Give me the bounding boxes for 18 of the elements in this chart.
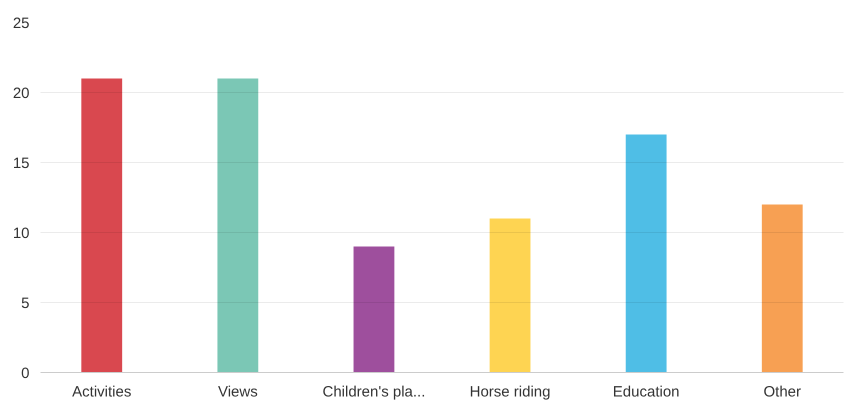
y-tick-label: 20 [12, 85, 30, 102]
x-tick-label: Other [763, 384, 802, 400]
bar [81, 78, 122, 372]
bar [217, 78, 258, 372]
x-tick-label: Children's pla... [322, 384, 426, 400]
x-tick-label: Views [218, 384, 258, 400]
y-tick-label: 5 [21, 295, 30, 312]
bar [762, 204, 803, 372]
x-tick-label: Education [612, 384, 680, 400]
y-tick-label: 25 [12, 15, 30, 32]
y-tick-label: 10 [12, 225, 30, 242]
x-tick-label: Horse riding [470, 384, 550, 400]
bar [354, 246, 394, 372]
x-tick-label: Activities [72, 384, 132, 400]
y-tick-label: 0 [21, 365, 30, 382]
y-tick-label: 15 [12, 155, 30, 172]
bar [490, 218, 530, 372]
bar [626, 134, 667, 372]
